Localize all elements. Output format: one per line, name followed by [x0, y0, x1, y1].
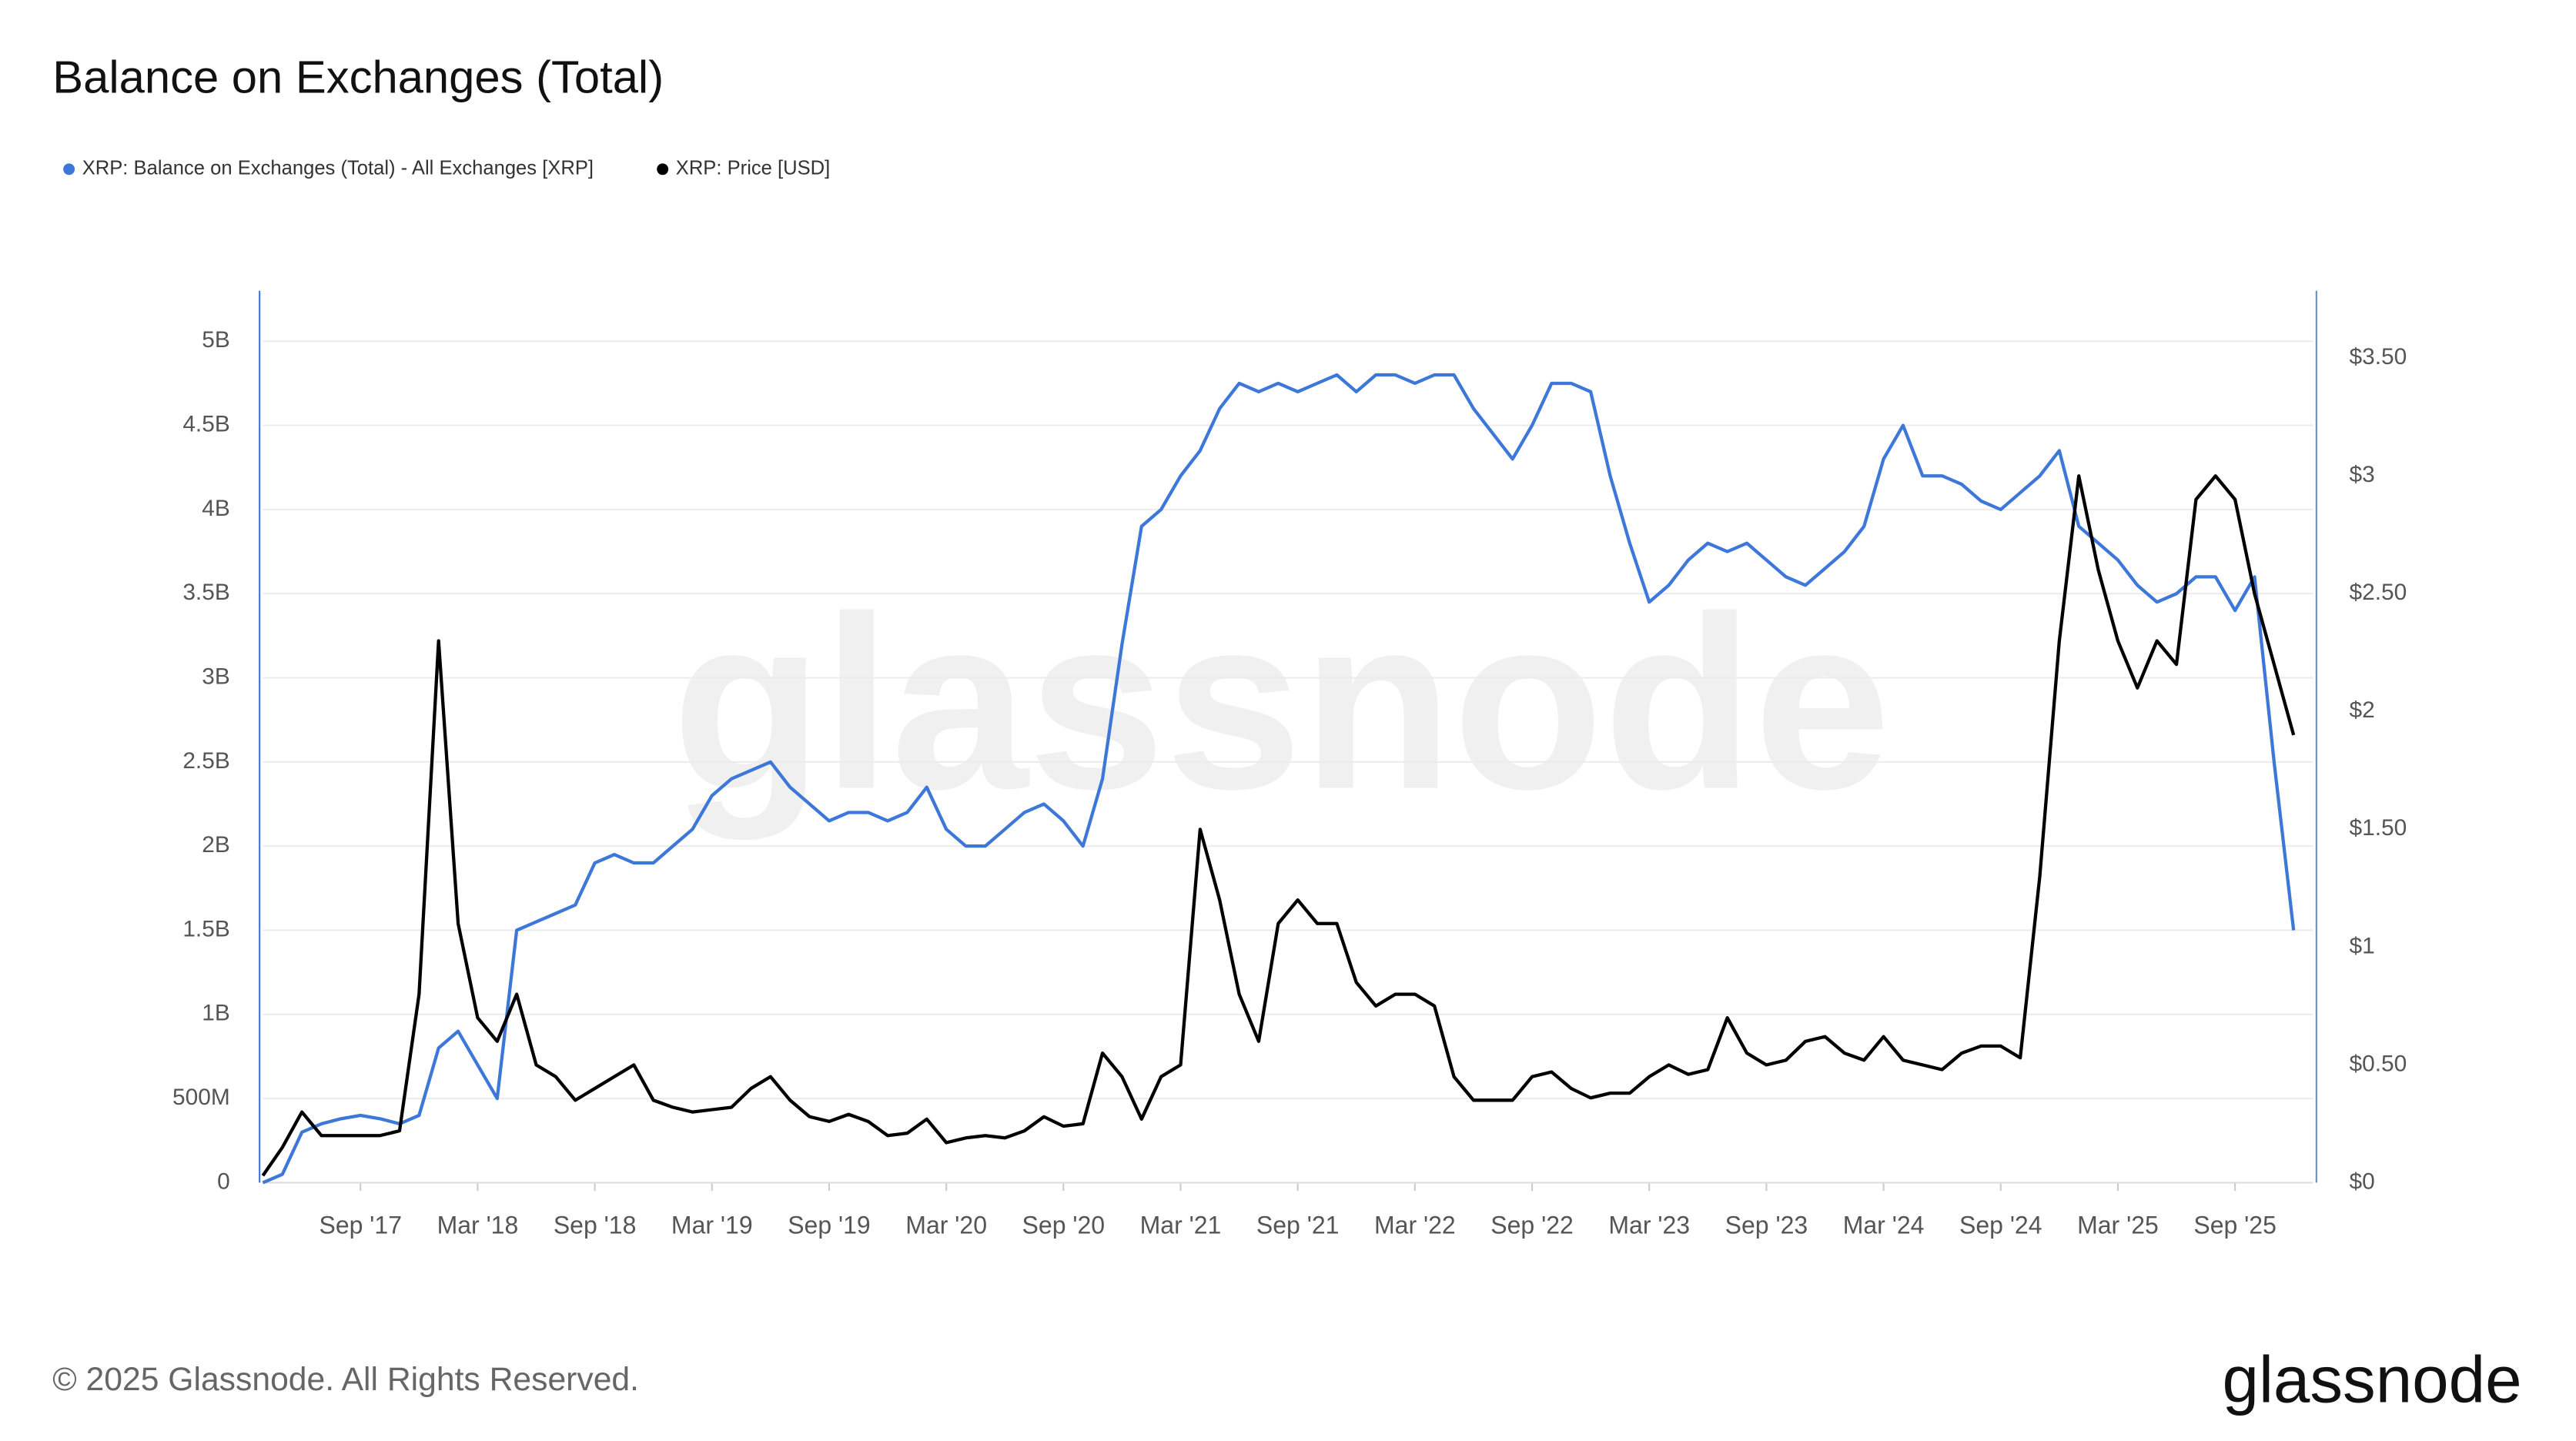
legend-label: XRP: Price [USD]: [676, 158, 831, 179]
x-tick-label: Sep '18: [554, 1212, 637, 1239]
legend-marker: [63, 163, 75, 176]
y-tick-label: 4B: [202, 496, 230, 521]
y-tick-label: 2.5B: [182, 748, 229, 774]
y-tick-label: 500M: [172, 1085, 230, 1110]
series-line: [262, 373, 2296, 1185]
x-tick-label: Sep '20: [1022, 1212, 1106, 1239]
x-tick-label: Sep '24: [1959, 1212, 2042, 1239]
legend-marker: [657, 163, 669, 176]
x-tick-label: Mar '19: [671, 1212, 753, 1239]
y2-tick-label: $1: [2350, 933, 2375, 958]
y2-tick-label: $1.50: [2350, 815, 2407, 841]
x-tick-label: Mar '20: [905, 1212, 987, 1239]
watermark: glassnode: [672, 564, 1891, 841]
x-tick-label: Sep '17: [319, 1212, 402, 1239]
x-tick-label: Mar '21: [1140, 1212, 1222, 1239]
x-tick-label: Sep '23: [1725, 1212, 1808, 1239]
y2-tick-label: $3.50: [2350, 344, 2407, 369]
legend-label: XRP: Balance on Exchanges (Total) - All …: [82, 158, 594, 179]
x-tick-label: Mar '18: [437, 1212, 519, 1239]
footer: © 2025 Glassnode. All Rights Reserved.: [52, 1361, 639, 1398]
y-tick-label: 0: [217, 1169, 230, 1194]
x-tick-label: Mar '22: [1374, 1212, 1456, 1239]
y-tick-label: 1.5B: [182, 916, 229, 941]
x-tick-label: Sep '25: [2193, 1212, 2277, 1239]
y2-tick-label: $2.50: [2350, 580, 2407, 605]
y2-tick-label: $3: [2350, 462, 2375, 487]
y2-tick-label: $0.50: [2350, 1051, 2407, 1076]
x-tick-label: Mar '25: [2077, 1212, 2159, 1239]
y-tick-label: 3.5B: [182, 580, 229, 605]
y2-tick-label: $0: [2350, 1169, 2375, 1194]
chart-title: Balance on Exchanges (Total): [52, 51, 664, 102]
x-tick-label: Mar '23: [1608, 1212, 1690, 1239]
y2-tick-label: $2: [2350, 697, 2375, 723]
y-tick-label: 1B: [202, 1001, 230, 1026]
x-tick-label: Sep '21: [1256, 1212, 1340, 1239]
x-tick-label: Sep '22: [1490, 1212, 1574, 1239]
logo: glassnode: [2222, 1343, 2521, 1416]
x-tick-label: Sep '19: [788, 1212, 871, 1239]
y-tick-label: 2B: [202, 832, 230, 858]
series-line: [261, 474, 2296, 1177]
y-tick-label: 5B: [202, 327, 230, 353]
y-tick-label: 3B: [202, 664, 230, 689]
x-tick-label: Mar '24: [1843, 1212, 1925, 1239]
y-tick-label: 4.5B: [182, 412, 229, 437]
